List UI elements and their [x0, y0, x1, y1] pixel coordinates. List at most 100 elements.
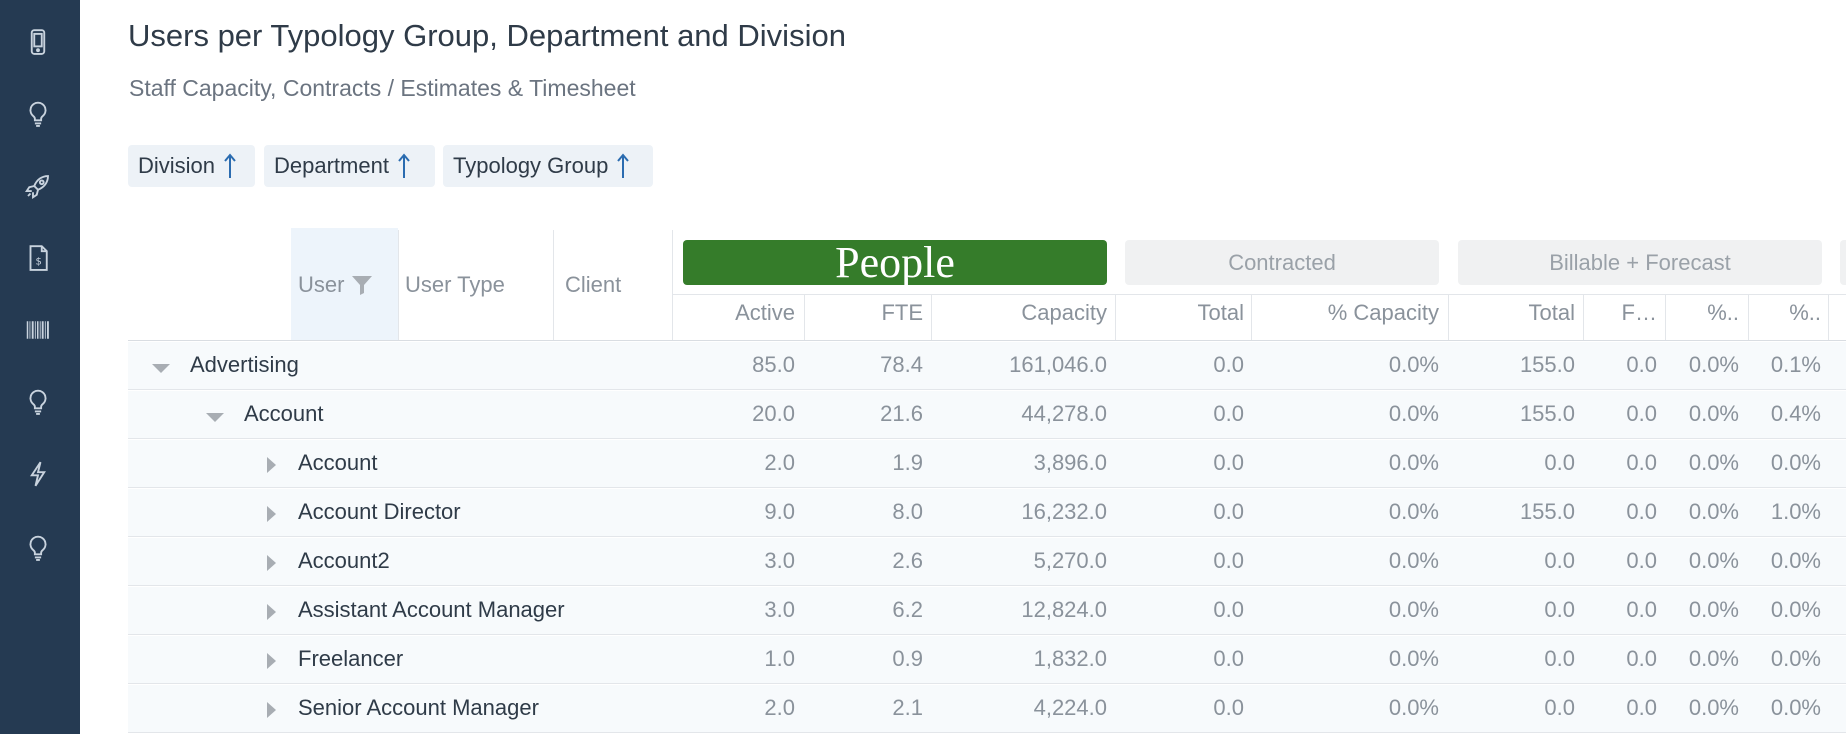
- cell-value: 0.0: [1213, 352, 1244, 377]
- cell-value: 0.0%: [1688, 401, 1739, 426]
- cell-value: 8.0: [892, 499, 923, 524]
- cell-value: 0.0%: [1770, 450, 1821, 475]
- cell-value: 6.2: [892, 597, 923, 622]
- cell-value: 44,278.0: [1021, 401, 1107, 426]
- cell-value: 0.0%: [1770, 646, 1821, 671]
- row-label: Assistant Account Manager: [298, 597, 565, 622]
- group-header-contracted[interactable]: Contracted: [1125, 240, 1439, 285]
- cell-value: 0.0%: [1388, 597, 1439, 622]
- page-subtitle: Staff Capacity, Contracts / Estimates & …: [129, 75, 636, 101]
- cell-value: 0.0: [1213, 548, 1244, 573]
- filter-icon[interactable]: [350, 273, 374, 297]
- cell-value: 2.6: [892, 548, 923, 573]
- table-row[interactable]: Freelancer 1.0 0.9 1,832.0 0.0 0.0% 0.0 0.0 0.0%…: [128, 636, 1846, 684]
- sort-chip-typology-group[interactable]: Typology Group: [443, 145, 653, 187]
- sort-chip-label: Division: [138, 153, 216, 178]
- lightbulb-icon[interactable]: [22, 98, 54, 130]
- table-row[interactable]: Account 2.0 1.9 3,896.0 0.0 0.0% 0.0 0.0 0.0% 0.0…: [128, 440, 1846, 488]
- table-row[interactable]: Assistant Account Manager 3.0 6.2 12,824.0 0…: [128, 587, 1846, 635]
- column-header-measure[interactable]: FTE: [881, 300, 923, 325]
- column-header-client[interactable]: Client: [565, 272, 622, 297]
- group-header-people[interactable]: People: [683, 238, 1107, 287]
- caret-right-icon[interactable]: [261, 650, 283, 672]
- table-row[interactable]: Advertising 85.0 78.4 161,046.0 0.0 0.0% 155.0…: [128, 342, 1846, 390]
- cell-value: 0.0%: [1388, 695, 1439, 720]
- caret-down-icon[interactable]: [150, 356, 172, 378]
- cell-value: 0.0: [1544, 450, 1575, 475]
- column-header-measure[interactable]: Total: [1197, 300, 1244, 325]
- sort-chip-department[interactable]: Department: [264, 145, 435, 187]
- column-header-measure[interactable]: Active: [735, 300, 795, 325]
- mobile-icon[interactable]: [22, 26, 54, 58]
- cell-value: 9.0: [764, 499, 795, 524]
- group-header-next[interactable]: [1840, 240, 1846, 285]
- cell-value: 0.0: [1544, 646, 1575, 671]
- divider: [1748, 295, 1749, 340]
- cell-value: 0.0%: [1688, 352, 1739, 377]
- table-row[interactable]: Senior Account Manager 2.0 2.1 4,224.0 0.0 0.…: [128, 685, 1846, 733]
- cell-value: 0.0%: [1388, 401, 1439, 426]
- row-label: Account2: [298, 548, 390, 573]
- column-header-measure[interactable]: % Capacity: [1327, 300, 1439, 325]
- sort-chip-label: Department: [274, 153, 389, 178]
- cell-value: 0.0%: [1388, 352, 1439, 377]
- row-label: Account: [244, 401, 324, 426]
- cell-value: 0.0: [1626, 548, 1657, 573]
- cell-value: 1.0: [764, 646, 795, 671]
- column-header-measure[interactable]: %..: [1789, 300, 1821, 325]
- caret-right-icon[interactable]: [261, 552, 283, 574]
- caret-right-icon[interactable]: [261, 699, 283, 721]
- cell-value: 0.0%: [1688, 597, 1739, 622]
- caret-right-icon[interactable]: [261, 601, 283, 623]
- group-header-billable-forecast[interactable]: Billable + Forecast: [1458, 240, 1822, 285]
- row-label: Senior Account Manager: [298, 695, 539, 720]
- cell-value: 0.0: [1626, 401, 1657, 426]
- sort-chip-division[interactable]: Division: [128, 145, 255, 187]
- divider: [1665, 295, 1666, 340]
- table-row[interactable]: Account 20.0 21.6 44,278.0 0.0 0.0% 155.0 0.0 0.…: [128, 391, 1846, 439]
- cell-value: 0.0: [1626, 352, 1657, 377]
- cell-value: 161,046.0: [1009, 352, 1107, 377]
- svg-text:$: $: [35, 256, 41, 267]
- column-header-user-type[interactable]: User Type: [405, 272, 505, 297]
- cell-value: 16,232.0: [1021, 499, 1107, 524]
- invoice-icon[interactable]: $: [22, 242, 54, 274]
- caret-right-icon[interactable]: [261, 454, 283, 476]
- divider: [1251, 295, 1252, 340]
- cell-value: 155.0: [1519, 401, 1575, 426]
- table-row[interactable]: Account Director 9.0 8.0 16,232.0 0.0 0.0% 155…: [128, 489, 1846, 537]
- divider: [804, 295, 805, 340]
- column-header-measure[interactable]: Capacity: [1021, 300, 1107, 325]
- cell-value: 3,896.0: [1033, 450, 1107, 475]
- cell-value: 0.0%: [1688, 499, 1739, 524]
- cell-value: 155.0: [1519, 352, 1575, 377]
- pivot-table: User User Type Client People Contracted …: [128, 228, 1846, 734]
- caret-right-icon[interactable]: [261, 503, 283, 525]
- column-header-measure[interactable]: Total: [1528, 300, 1575, 325]
- cell-value: 0.0: [1213, 597, 1244, 622]
- barcode-icon[interactable]: [22, 314, 54, 346]
- cell-value: 0.0: [1626, 597, 1657, 622]
- column-header-user[interactable]: User: [298, 272, 374, 298]
- caret-down-icon[interactable]: [204, 405, 226, 427]
- column-header-measure[interactable]: %..: [1707, 300, 1739, 325]
- cell-value: 0.0%: [1770, 548, 1821, 573]
- column-header-measure[interactable]: F…: [1621, 300, 1657, 325]
- lightning-icon[interactable]: [22, 458, 54, 490]
- cell-value: 85.0: [752, 352, 795, 377]
- divider: [553, 230, 554, 340]
- rocket-icon[interactable]: [22, 170, 54, 202]
- cell-value: 0.0%: [1688, 548, 1739, 573]
- lightbulb-icon[interactable]: [22, 386, 54, 418]
- cell-value: 5,270.0: [1033, 548, 1107, 573]
- sort-ascending-icon: [223, 152, 237, 180]
- cell-value: 0.0%: [1770, 695, 1821, 720]
- cell-value: 0.0: [1544, 695, 1575, 720]
- page-title: Users per Typology Group, Department and…: [128, 18, 846, 53]
- cell-value: 1.9: [892, 450, 923, 475]
- lightbulb-icon[interactable]: [22, 532, 54, 564]
- cell-value: 1,832.0: [1033, 646, 1107, 671]
- table-row[interactable]: Account2 3.0 2.6 5,270.0 0.0 0.0% 0.0 0.0 0.0% 0.…: [128, 538, 1846, 586]
- cell-value: 0.0: [1213, 695, 1244, 720]
- header-bottom-border: [128, 340, 1846, 341]
